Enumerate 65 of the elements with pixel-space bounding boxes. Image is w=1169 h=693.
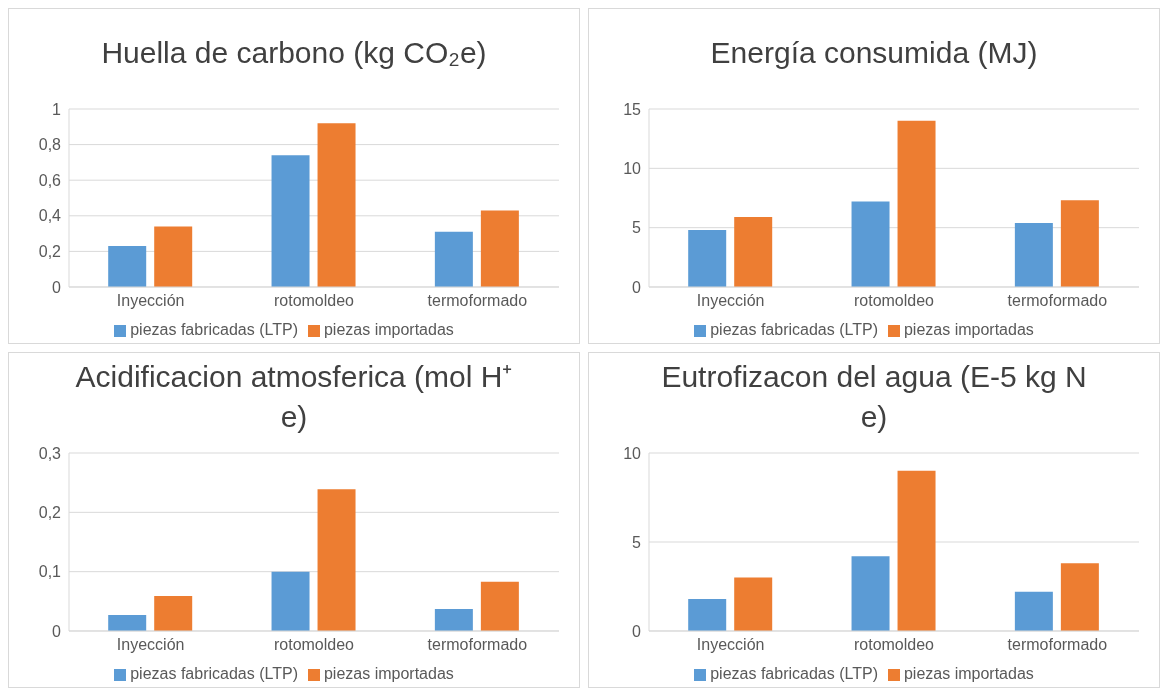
legend-label: piezas importadas <box>903 665 1034 682</box>
x-tick-label: Inyección <box>696 636 765 654</box>
bar <box>897 470 936 631</box>
y-tick-label: 5 <box>632 533 642 551</box>
bar <box>1060 563 1099 631</box>
bar <box>154 226 193 287</box>
x-tick-label: termoformado <box>1007 292 1108 310</box>
x-tick-label: Inyección <box>116 292 185 310</box>
bar <box>108 246 147 287</box>
y-tick-label: 0 <box>52 278 62 296</box>
y-tick-label: 10 <box>623 444 642 462</box>
bar <box>434 609 473 631</box>
bar <box>317 123 356 287</box>
y-tick-label: 0,6 <box>38 171 62 189</box>
bar <box>851 201 890 287</box>
x-tick-label: Inyección <box>116 636 185 654</box>
bar <box>688 598 727 631</box>
y-tick-label: 15 <box>623 100 642 118</box>
bar <box>688 230 727 287</box>
bar <box>851 556 890 631</box>
bar <box>734 216 773 287</box>
legend-label: piezas importadas <box>903 321 1034 338</box>
bar <box>1014 591 1053 631</box>
bar <box>1060 200 1099 287</box>
y-tick-label: 0 <box>632 278 642 296</box>
y-tick-label: 0,2 <box>38 243 62 261</box>
bar <box>480 210 519 287</box>
y-tick-label: 10 <box>623 160 642 178</box>
y-tick-label: 0,3 <box>38 444 62 462</box>
bar <box>271 155 310 287</box>
bar <box>480 581 519 631</box>
bar <box>154 595 193 631</box>
x-tick-label: rotomoldeo <box>273 636 355 654</box>
bar <box>897 120 936 287</box>
bar <box>108 614 147 631</box>
y-tick-label: 0,4 <box>38 207 62 225</box>
legend-label: piezas importadas <box>323 321 454 338</box>
bar <box>1014 222 1053 287</box>
chart-title: Energía consumida (MJ) <box>709 35 1039 71</box>
x-tick-label: rotomoldeo <box>273 292 355 310</box>
bar <box>434 231 473 287</box>
y-tick-label: 0 <box>52 622 62 640</box>
y-tick-label: 0 <box>632 622 642 640</box>
legend-label: piezas fabricadas (LTP) <box>710 665 878 682</box>
bar <box>317 489 356 631</box>
bar <box>271 571 310 631</box>
x-tick-label: termoformado <box>1007 636 1108 654</box>
legend-label: piezas importadas <box>323 665 454 682</box>
y-tick-label: 1 <box>52 100 62 118</box>
y-tick-label: 0,8 <box>38 136 62 154</box>
y-tick-label: 0,1 <box>38 563 62 581</box>
legend-label: piezas fabricadas (LTP) <box>130 321 298 338</box>
chart-title: Huella de carbono (kg CO₂e) <box>100 35 488 71</box>
bar <box>734 577 773 631</box>
y-tick-label: 0,2 <box>38 504 62 522</box>
legend-label: piezas fabricadas (LTP) <box>710 321 878 338</box>
x-tick-label: rotomoldeo <box>853 636 935 654</box>
x-tick-label: termoformado <box>427 292 528 310</box>
x-tick-label: rotomoldeo <box>853 292 935 310</box>
x-tick-label: Inyección <box>696 292 765 310</box>
x-tick-label: termoformado <box>427 636 528 654</box>
chart-title: Eutrofizacon del agua (E-5 kg N e) <box>660 359 1088 435</box>
y-tick-label: 5 <box>632 219 642 237</box>
legend-label: piezas fabricadas (LTP) <box>130 665 298 682</box>
chart-title: Acidificacion atmosferica (mol H⁺ e) <box>74 359 514 435</box>
